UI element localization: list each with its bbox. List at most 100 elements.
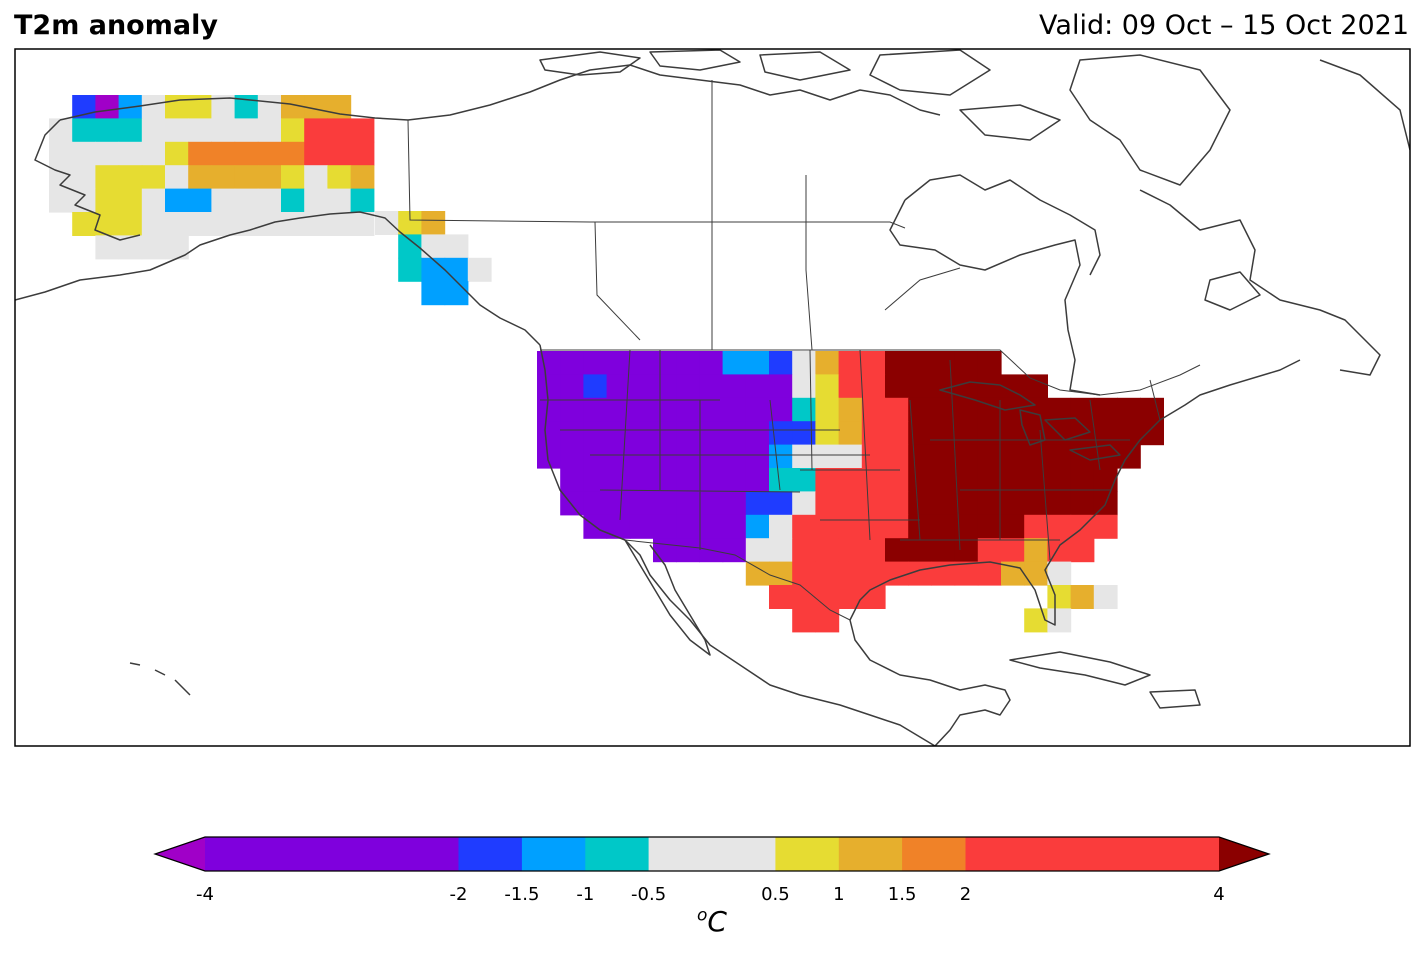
anomaly-cell: [838, 351, 863, 375]
anomaly-cell: [653, 491, 677, 516]
anomaly-cell: [838, 397, 863, 422]
anomaly-cell: [118, 118, 143, 143]
colorbar-segment: [902, 837, 966, 871]
anomaly-cell: [838, 444, 863, 469]
anomaly-cell: [1093, 585, 1118, 609]
anomaly-cell: [583, 421, 608, 446]
anomaly-cell: [676, 468, 700, 492]
anomaly-cell: [699, 397, 724, 422]
anomaly-cell: [583, 397, 608, 422]
anomaly-cell: [745, 491, 770, 516]
anomaly-cell: [908, 351, 932, 375]
anomaly-cell: [444, 234, 469, 259]
anomaly-cell: [1047, 608, 1072, 633]
anomaly-cell: [95, 212, 120, 236]
anomaly-cell: [141, 212, 166, 236]
anomaly-cell: [141, 141, 166, 166]
anomaly-cell: [861, 491, 886, 516]
hawaii: [129, 662, 191, 696]
colorbar-tick-label: 1: [833, 884, 845, 905]
anomaly-cell: [165, 188, 189, 213]
anomaly-cell: [606, 397, 631, 422]
anomaly-cell: [861, 585, 886, 609]
anomaly-cell: [1024, 538, 1048, 563]
anomaly-cell: [1117, 444, 1141, 469]
anomaly-cell: [421, 211, 446, 235]
colorbar-tick-label: -0.5: [631, 884, 667, 905]
anomaly-cell: [350, 165, 375, 190]
anomaly-cell: [861, 351, 886, 375]
anomaly-cell: [629, 444, 654, 469]
anomaly-cell: [769, 397, 793, 422]
anomaly-cell: [141, 235, 166, 260]
anomaly-cell: [211, 165, 236, 190]
colorbar-tick-label: 4: [1213, 884, 1225, 905]
colorbar-unit: oC: [697, 905, 727, 938]
anomaly-cell: [1047, 468, 1072, 492]
anomaly-cell: [281, 141, 305, 166]
us-canada-border-south: [540, 349, 1201, 396]
anomaly-cell: [1093, 514, 1118, 539]
anomaly-cell: [769, 421, 793, 446]
anomaly-cell: [977, 444, 1002, 469]
map-title: T2m anomaly: [14, 10, 218, 41]
great-lakes: [1044, 417, 1091, 441]
anomaly-cell: [1140, 397, 1164, 422]
anomaly-cell: [885, 514, 909, 539]
anomaly-cell: [653, 374, 677, 399]
anomaly-cell: [908, 397, 932, 422]
anomaly-cell: [1047, 421, 1072, 446]
anomaly-cell: [234, 141, 259, 166]
anomaly-cell: [838, 538, 863, 563]
anomaly-cell: [234, 188, 259, 213]
anomaly-cell: [141, 188, 166, 213]
anomaly-cell: [699, 468, 724, 492]
anomaly-cell: [977, 491, 1002, 516]
anomaly-cell: [815, 421, 840, 446]
anomaly-cell: [606, 351, 631, 375]
anomaly-cell: [350, 212, 375, 236]
anomaly-cell: [281, 165, 305, 190]
canada-north-coast: [407, 64, 941, 121]
anomaly-cell: [188, 95, 212, 119]
anomaly-cell: [1093, 421, 1118, 446]
anomaly-cell: [95, 95, 120, 119]
anomaly-cell: [1024, 468, 1048, 492]
anomaly-cell: [1024, 397, 1048, 422]
anomaly-cell: [792, 561, 816, 586]
anomaly-cell: [560, 468, 584, 492]
anomaly-cell: [1070, 397, 1095, 422]
anomaly-cell: [908, 444, 932, 469]
anomaly-cell: [769, 561, 793, 586]
anomaly-cell: [977, 397, 1002, 422]
hispaniola: [1149, 689, 1201, 709]
anomaly-cell: [560, 444, 584, 469]
anomaly-cell: [188, 212, 212, 236]
colorbar-outline: [153, 836, 1271, 872]
gulf-coast: [849, 359, 1301, 746]
anomaly-cell: [327, 165, 352, 190]
anomaly-cell: [745, 514, 770, 539]
valid-period: Valid: 09 Oct – 15 Oct 2021: [1039, 10, 1409, 41]
anomaly-cell: [792, 421, 816, 446]
anomaly-cell: [745, 538, 770, 563]
anomaly-cell: [1047, 444, 1072, 469]
anomaly-cell: [838, 421, 863, 446]
anomaly-cell: [537, 351, 561, 375]
anomaly-cell: [72, 118, 96, 143]
anomaly-cell: [72, 141, 96, 166]
colorbar-segment: [648, 837, 776, 871]
anomaly-cell: [699, 514, 724, 539]
us-west-coast: [539, 344, 936, 746]
anomaly-cell: [583, 444, 608, 469]
anomaly-cell: [792, 397, 816, 422]
anomaly-cell: [792, 585, 816, 609]
anomaly-cell: [165, 118, 189, 143]
anomaly-cell: [1001, 468, 1025, 492]
anomaly-cell: [908, 514, 932, 539]
anomaly-cell: [954, 397, 979, 422]
anomaly-cell: [1024, 491, 1048, 516]
anomaly-cell: [885, 374, 909, 399]
anomaly-cell: [49, 165, 73, 190]
anomaly-cell: [653, 397, 677, 422]
